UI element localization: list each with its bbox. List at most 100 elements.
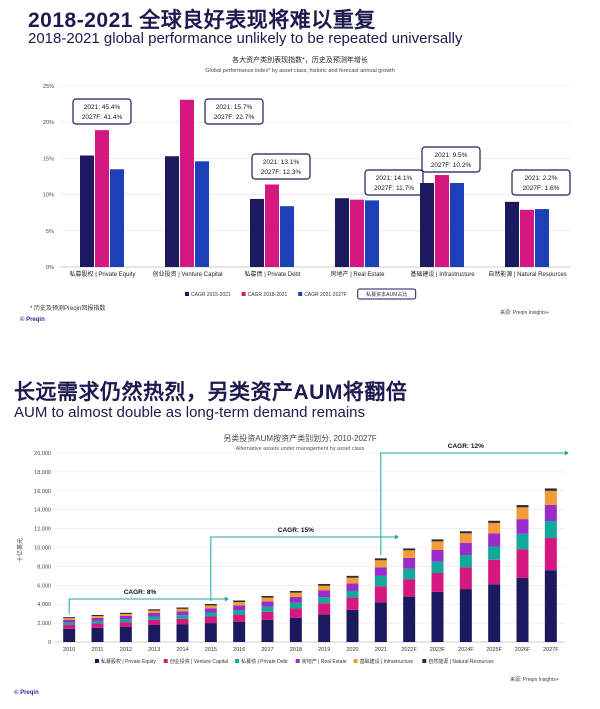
chart2-cagr-arrow (380, 452, 565, 556)
chart2-bar-segment (318, 585, 331, 591)
chart2-bar-segment (63, 628, 76, 642)
chart2-bar-segment (289, 590, 302, 593)
chart1-legend-swatch (298, 292, 303, 296)
chart2-title: 另类投资AUM按资产类别划分, 2010-2027F (223, 433, 376, 443)
chart2-bar-segment (233, 602, 246, 606)
chart2-bar-segment (63, 619, 76, 623)
chart2-bar-segment (374, 602, 387, 642)
chart2-ytick-label: 2,000 (37, 621, 51, 627)
chart2-bar-segment (544, 538, 557, 571)
chart2-legend-label: 创业投资 | Venture Capital (170, 658, 228, 665)
chart2-legend-label: 私募股权 | Private Equity (101, 658, 156, 665)
chart2-bar-segment (91, 616, 104, 618)
chart1-bar (505, 201, 519, 267)
chart2-bar-segment (346, 597, 359, 610)
chart2-bar-segment (431, 561, 444, 574)
chart2-bar-segment (403, 579, 416, 597)
chart2-bar-segment (176, 607, 189, 609)
chart2-ytick-label: 0 (48, 640, 51, 646)
chart1-annotation-2021: 2021: 13.1% (263, 159, 300, 166)
chart2-cagr-label: CAGR: 15% (278, 527, 314, 534)
chart2-ytick-label: 20,000 (34, 451, 51, 457)
chart1-legend-extra: 私募资本AUM占比 (366, 291, 407, 298)
chart1-ytick-label: 15% (43, 156, 54, 162)
chart2-category-label: 2010 (63, 647, 75, 653)
chart2-bar-segment (204, 608, 217, 613)
chart2-bar-segment (148, 624, 161, 642)
slide1-brand-logo: © Preqin (20, 317, 45, 323)
chart1-bar (80, 155, 94, 267)
chart2-legend-label: 基础建设 | Infrastructure (360, 658, 414, 665)
chart2-cagr-arrow (68, 598, 225, 615)
chart2-bar-segment (431, 541, 444, 550)
chart2-category-label: 2018 (290, 647, 302, 653)
chart1-bar (180, 99, 194, 267)
chart2-bar-segment (119, 613, 132, 617)
chart1-bar (95, 130, 109, 267)
chart1-category-label: 私募股权 | Private Equity (70, 270, 136, 278)
chart2-cagr-label: CAGR: 8% (124, 589, 157, 596)
chart2-bar-segment (488, 546, 501, 560)
chart2-bar-segment (346, 609, 359, 642)
chart2-bar-segment (233, 610, 246, 615)
chart2-legend-label: 自然能源 | Natural Resources (428, 658, 494, 665)
chart1-annotation-2027: 2027F: 10.2% (431, 162, 472, 169)
chart2-bar-segment (459, 555, 472, 568)
chart1-bar (335, 198, 349, 267)
chart1-bar (535, 209, 549, 267)
aum-chart: 另类投资AUM按资产类别划分, 2010-2027F Alternative as… (16, 433, 569, 665)
chart2-bar-segment (516, 577, 529, 642)
chart2-legend-swatch (353, 659, 358, 663)
chart1-bar (520, 209, 534, 267)
chart2-bar-segment (516, 519, 529, 534)
chart2-bar-segment (148, 612, 161, 617)
chart2-bar-segment (459, 589, 472, 642)
chart2-category-label: 2016 (233, 647, 245, 653)
chart2-legend-swatch (422, 659, 427, 663)
chart1-annotation-2027: 2027F: 22.7% (214, 114, 255, 121)
chart2-bar-segment (289, 602, 302, 609)
chart2-bar-segment (233, 600, 246, 603)
chart2-bar-segment (318, 590, 331, 598)
chart2-bar-segment (431, 539, 444, 542)
chart2-bar-segment (516, 533, 529, 550)
slide1-title-en: 2018-2021 global performance unlikely to… (28, 30, 463, 47)
chart2-ytick-label: 12,000 (34, 527, 51, 533)
chart2-bar-segment (488, 520, 501, 523)
chart1-annotation-2021: 2021: 14.1% (376, 175, 413, 182)
chart2-bar-segment (148, 616, 161, 620)
chart1-bar (450, 183, 464, 267)
chart2-bar-segment (318, 597, 331, 604)
chart1-bar (365, 200, 379, 267)
chart2-bar-segment (544, 570, 557, 642)
chart2-ytick-label: 4,000 (37, 602, 51, 608)
chart2-bar-segment (374, 560, 387, 568)
chart2-category-label: 2026F (515, 647, 531, 653)
chart2-bar-segment (176, 615, 189, 619)
slide2-brand-logo: © Preqin (14, 690, 39, 696)
chart1-bar (350, 199, 364, 267)
chart2-ytick-label: 14,000 (34, 508, 51, 514)
chart2-bar-segment (318, 583, 331, 586)
chart2-bar-segment (261, 597, 274, 602)
chart2-bar-segment (91, 614, 104, 617)
chart1-annotation-2021: 2021: 2.2% (525, 175, 558, 182)
chart2-legend-swatch (163, 659, 168, 663)
chart2-bar-segment (374, 558, 387, 561)
chart2-category-label: 2023F (430, 647, 446, 653)
chart2-bar-segment (119, 622, 132, 627)
chart2-ytick-label: 18,000 (34, 470, 51, 476)
chart2-bar-segment (91, 620, 104, 624)
chart2-bar-segment (119, 626, 132, 642)
chart2-category-label: 2017 (261, 647, 273, 653)
chart2-bar-segment (488, 559, 501, 585)
chart2-bar-segment (403, 568, 416, 580)
chart1-category-label: 私募债 | Private Debt (245, 270, 301, 278)
chart1-legend-swatch (185, 292, 189, 296)
chart2-bar-segment (403, 548, 416, 551)
chart2-bar-segment (204, 604, 217, 606)
chart1-annotation-box (364, 169, 424, 196)
chart2-cagr-arrowhead (394, 534, 399, 540)
chart2-bar-segment (431, 573, 444, 592)
chart1-bar (165, 156, 179, 267)
